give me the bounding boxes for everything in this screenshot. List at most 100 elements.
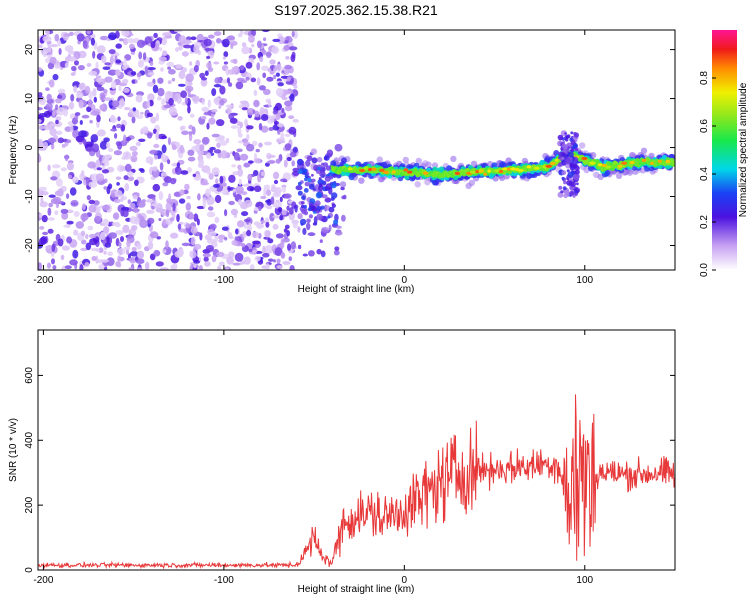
ridge-mark bbox=[501, 162, 508, 169]
transition-blob bbox=[304, 181, 310, 187]
noise-blob bbox=[262, 72, 267, 79]
noise-blob bbox=[108, 99, 114, 109]
disturbance-blob bbox=[567, 142, 572, 147]
noise-blob bbox=[198, 159, 205, 167]
noise-blob bbox=[269, 59, 276, 65]
noise-blob bbox=[275, 158, 281, 164]
noise-blob bbox=[291, 30, 295, 38]
noise-blob bbox=[96, 86, 105, 92]
noise-blob bbox=[255, 148, 260, 153]
snr-x-tick-label: 100 bbox=[576, 575, 593, 586]
noise-blob bbox=[211, 108, 218, 113]
noise-blob bbox=[120, 236, 124, 242]
noise-blob bbox=[161, 171, 167, 177]
noise-blob bbox=[264, 141, 272, 146]
noise-blob bbox=[190, 226, 198, 234]
noise-blob bbox=[225, 267, 229, 270]
noise-blob bbox=[65, 154, 69, 162]
noise-blob bbox=[170, 264, 176, 270]
noise-blob bbox=[226, 107, 232, 115]
noise-blob bbox=[229, 117, 238, 124]
noise-blob bbox=[51, 243, 56, 252]
disturbance-blob bbox=[561, 157, 565, 160]
noise-blob bbox=[207, 201, 212, 206]
noise-blob bbox=[80, 230, 86, 237]
noise-blob bbox=[220, 150, 228, 159]
transition-blob bbox=[297, 213, 303, 220]
noise-blob bbox=[88, 199, 96, 205]
noise-blob bbox=[245, 76, 250, 81]
noise-blob bbox=[178, 83, 186, 87]
noise-blob bbox=[123, 134, 127, 143]
noise-blob bbox=[112, 222, 116, 226]
noise-blob bbox=[250, 77, 257, 83]
noise-blob bbox=[138, 138, 146, 142]
noise-blob bbox=[88, 70, 98, 76]
ridge-peak bbox=[534, 166, 540, 170]
noise-blob bbox=[288, 256, 293, 262]
noise-blob bbox=[144, 36, 152, 45]
ridge-peak bbox=[498, 169, 504, 174]
noise-blob bbox=[38, 140, 44, 149]
ridge-peak bbox=[501, 167, 509, 171]
noise-blob bbox=[102, 218, 110, 227]
onset-blob bbox=[306, 155, 313, 162]
noise-blob bbox=[109, 116, 117, 123]
ridge-peak bbox=[526, 165, 532, 169]
noise-blob bbox=[208, 117, 216, 125]
noise-blob bbox=[88, 98, 93, 108]
disturbance-blob bbox=[558, 185, 563, 190]
noise-blob bbox=[61, 245, 70, 251]
noise-blob bbox=[207, 34, 215, 39]
ridge-peak bbox=[650, 161, 654, 165]
noise-blob bbox=[141, 199, 146, 203]
noise-blob bbox=[292, 221, 298, 229]
noise-blob bbox=[266, 76, 274, 82]
noise-blob bbox=[271, 46, 280, 54]
noise-blob bbox=[121, 206, 130, 212]
noise-blob bbox=[238, 178, 242, 186]
onset-blob bbox=[307, 177, 312, 183]
onset-blob bbox=[333, 219, 339, 225]
noise-blob bbox=[293, 84, 298, 89]
noise-blob bbox=[93, 96, 98, 103]
disturbance-blob bbox=[574, 192, 578, 196]
noise-blob bbox=[47, 217, 55, 221]
ridge-mark bbox=[671, 160, 675, 166]
ridge-peak bbox=[347, 167, 353, 171]
colorbar-label: Normalized spectral amplitude bbox=[738, 82, 749, 217]
noise-blob bbox=[196, 218, 200, 226]
noise-blob bbox=[171, 77, 176, 82]
noise-blob bbox=[38, 119, 42, 123]
transition-blob bbox=[308, 250, 315, 257]
noise-blob bbox=[163, 104, 172, 109]
noise-blob bbox=[189, 250, 197, 259]
disturbance-blob bbox=[566, 179, 573, 186]
noise-blob bbox=[87, 225, 94, 231]
noise-blob bbox=[129, 145, 138, 152]
ridge-peak bbox=[621, 161, 627, 165]
noise-blob bbox=[145, 261, 150, 270]
noise-blob bbox=[122, 65, 128, 70]
noise-blob bbox=[38, 97, 47, 106]
noise-blob bbox=[205, 244, 214, 252]
noise-blob bbox=[101, 169, 110, 174]
spectrogram-y-label: Frequency (Hz) bbox=[8, 116, 19, 185]
disturbance-blob bbox=[574, 169, 580, 175]
noise-blob bbox=[285, 56, 290, 60]
noise-blob bbox=[283, 159, 288, 168]
noise-blob bbox=[237, 164, 242, 170]
noise-blob bbox=[167, 137, 171, 146]
noise-blob bbox=[282, 261, 291, 265]
ridge-peak bbox=[506, 167, 512, 171]
noise-blob bbox=[98, 264, 105, 270]
snr-y-tick-label: 400 bbox=[24, 431, 35, 448]
noise-blob bbox=[277, 207, 283, 213]
noise-blob bbox=[135, 114, 144, 119]
noise-blob bbox=[159, 267, 169, 270]
transition-blob bbox=[343, 194, 347, 200]
noise-blob bbox=[224, 209, 228, 217]
noise-blob bbox=[214, 77, 222, 84]
noise-blob bbox=[85, 233, 89, 240]
noise-blob bbox=[42, 35, 52, 43]
